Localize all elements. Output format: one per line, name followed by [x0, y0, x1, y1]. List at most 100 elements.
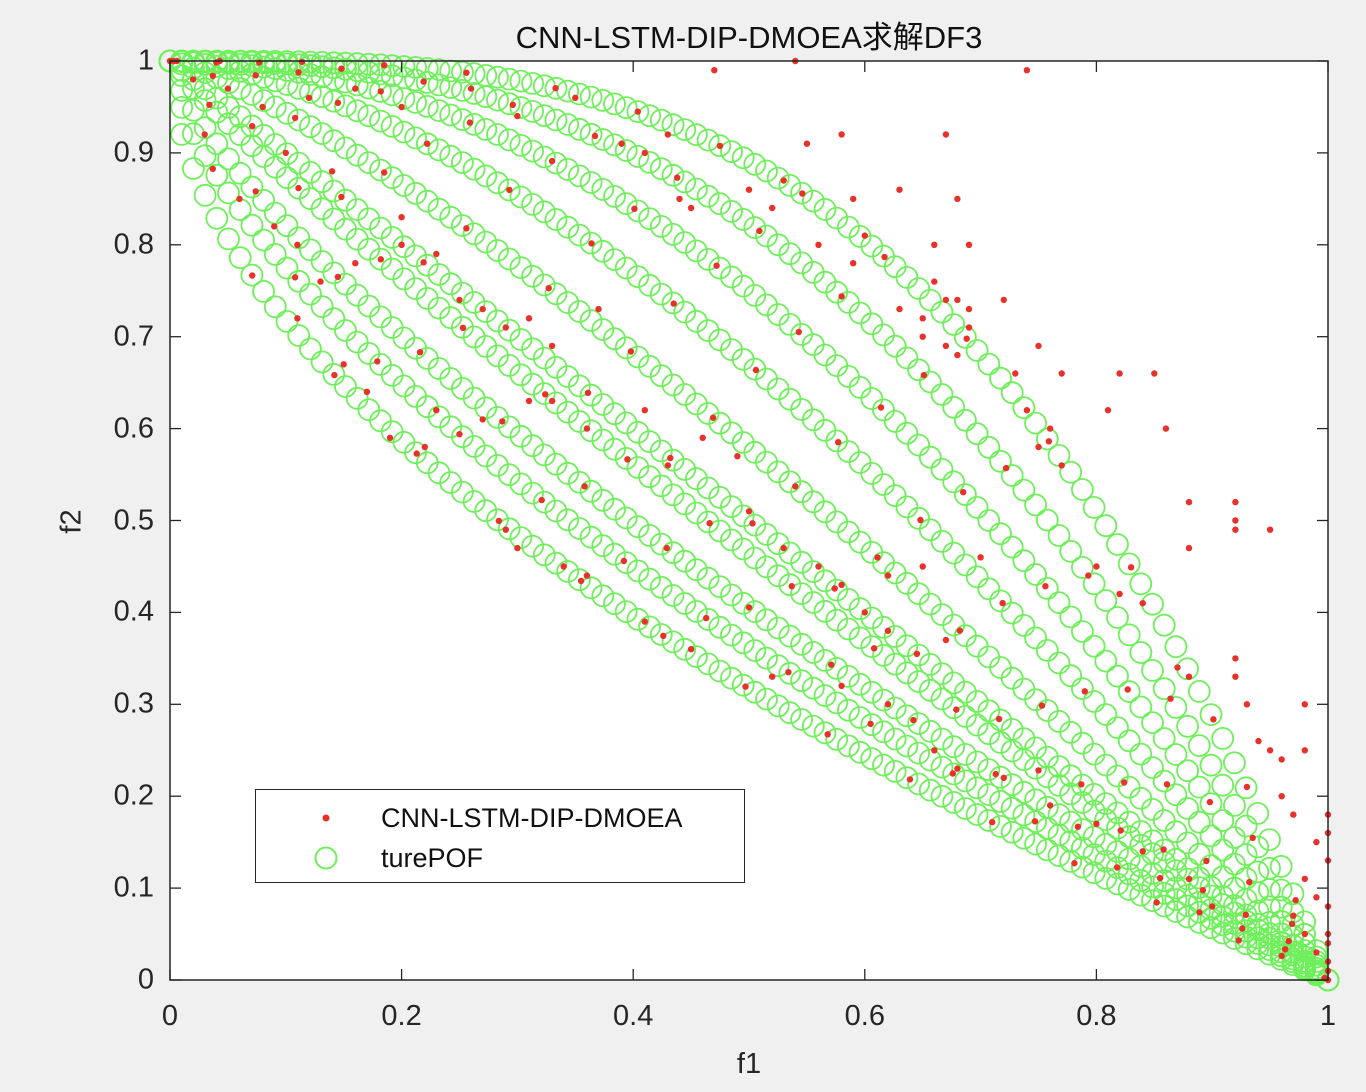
true-pof-marker: [462, 157, 486, 181]
algorithm-point: [1153, 899, 1160, 906]
true-pof-marker: [193, 89, 217, 112]
true-pof-marker: [1129, 883, 1153, 907]
true-pof-marker: [860, 635, 884, 658]
true-pof-marker: [696, 128, 720, 152]
true-pof-marker: [954, 797, 977, 820]
algorithm-point: [699, 434, 706, 441]
true-pof-marker: [708, 615, 732, 639]
true-pof-marker: [334, 319, 357, 342]
true-pof-marker: [1071, 818, 1094, 841]
true-pof-marker: [883, 652, 907, 676]
true-pof-marker: [415, 95, 439, 118]
true-pof-marker: [673, 457, 697, 481]
algorithm-point: [861, 232, 868, 239]
true-pof-marker: [837, 617, 860, 641]
true-pof-marker: [755, 523, 778, 546]
true-pof-marker: [895, 704, 919, 728]
true-pof-marker: [614, 192, 638, 216]
true-pof-marker: [380, 225, 404, 249]
algorithm-point: [295, 184, 302, 192]
true-pof-marker: [497, 247, 521, 271]
legend-item-algorithm: CNN-LSTM-DIP-DMOEA: [256, 798, 744, 838]
algorithm-point: [581, 483, 588, 490]
true-pof-marker: [1141, 889, 1164, 912]
algorithm-point: [499, 418, 506, 425]
algorithm-point: [1242, 911, 1250, 918]
algorithm-point: [291, 274, 299, 281]
true-pof-marker: [486, 309, 509, 333]
true-pof-marker: [977, 783, 1001, 806]
true-pof-marker: [439, 205, 463, 229]
true-pof-marker: [532, 346, 556, 370]
algorithm-point: [850, 260, 857, 267]
algorithm-point: [249, 123, 256, 130]
algorithm-point: [861, 609, 868, 616]
true-pof-marker: [708, 485, 732, 509]
algorithm-point: [1288, 920, 1296, 928]
algorithm-point: [931, 241, 938, 248]
algorithm-point: [502, 526, 509, 533]
true-pof-marker: [1094, 589, 1118, 612]
legend[interactable]: CNN-LSTM-DIP-DMOEA turePOF: [255, 789, 745, 883]
true-pof-marker: [1246, 802, 1270, 825]
algorithm-point: [838, 581, 845, 588]
algorithm-point: [514, 112, 521, 120]
y-tick-label: 0.3: [113, 687, 154, 720]
true-pof-marker: [252, 66, 276, 89]
true-pof-marker: [731, 274, 755, 298]
algorithm-point: [870, 645, 878, 652]
true-pof-marker: [1082, 495, 1106, 519]
x-tick-label: 0.8: [1076, 1000, 1117, 1032]
legend-label: CNN-LSTM-DIP-DMOEA: [381, 802, 683, 833]
true-pof-marker: [345, 99, 369, 123]
true-pof-marker: [1106, 816, 1129, 840]
true-pof-marker: [661, 373, 685, 397]
true-pof-marker: [474, 230, 498, 254]
algorithm-point: [884, 701, 892, 708]
true-pof-marker: [1176, 883, 1199, 907]
true-pof-marker: [1258, 926, 1281, 950]
algorithm-point: [1167, 695, 1174, 702]
true-pof-marker: [614, 506, 638, 530]
algorithm-point: [1285, 937, 1292, 945]
algorithm-point: [1093, 563, 1100, 570]
true-pof-marker: [1141, 659, 1164, 682]
true-pof-marker: [579, 85, 603, 109]
algorithm-point: [294, 241, 301, 248]
true-pof-marker: [638, 615, 661, 639]
true-pof-marker: [930, 300, 954, 324]
algorithm-point: [803, 140, 811, 147]
algorithm-point: [906, 776, 914, 783]
true-pof-marker: [696, 608, 720, 631]
true-pof-marker: [1246, 860, 1270, 884]
true-pof-marker: [544, 208, 568, 231]
algorithm-point: [965, 241, 973, 248]
algorithm-point: [1085, 572, 1092, 579]
true-pof-marker: [462, 290, 486, 314]
true-pof-marker: [1187, 775, 1211, 799]
true-pof-marker: [252, 228, 276, 252]
true-pof-marker: [591, 584, 615, 608]
algorithm-point: [711, 67, 718, 74]
algorithm-point: [1139, 600, 1146, 607]
true-pof-marker: [217, 57, 240, 81]
true-pof-marker: [263, 242, 287, 266]
true-pof-marker: [287, 108, 311, 132]
true-pof-marker: [1211, 809, 1235, 832]
true-pof-marker: [743, 639, 767, 662]
true-pof-marker: [860, 747, 884, 771]
true-pof-marker: [614, 600, 638, 623]
legend-item-true-pof: turePOF: [256, 838, 744, 878]
algorithm-point: [1278, 756, 1285, 763]
true-pof-marker: [1012, 549, 1036, 573]
algorithm-point: [963, 335, 970, 342]
true-pof-marker: [626, 420, 650, 444]
true-pof-marker: [1047, 755, 1071, 778]
x-axis-label: f1: [736, 1048, 762, 1080]
true-pof-marker: [790, 550, 813, 574]
true-pof-marker: [556, 461, 580, 485]
algorithm-point: [1121, 779, 1128, 786]
algorithm-point: [1196, 909, 1203, 916]
algorithm-point: [1081, 688, 1089, 695]
true-pof-marker: [907, 506, 930, 530]
